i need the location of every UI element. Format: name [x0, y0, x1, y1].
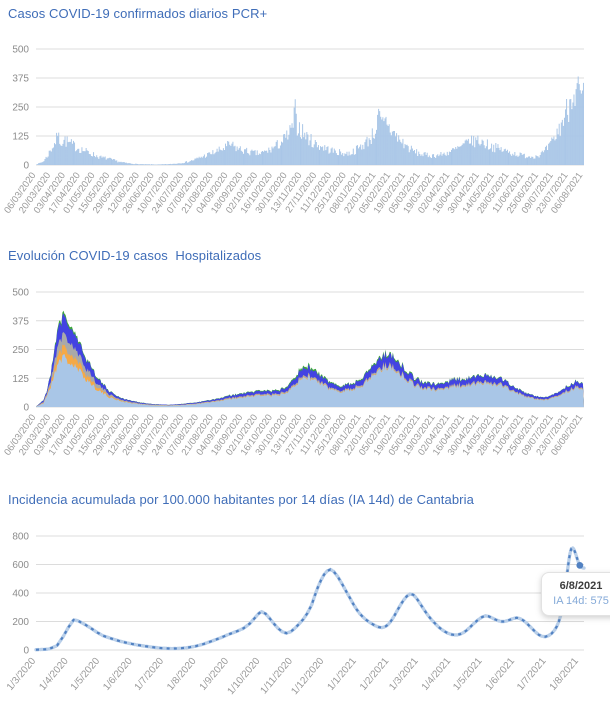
x-tick-label: 1/2/2021 [358, 656, 392, 693]
y-tick-label: 375 [12, 316, 29, 327]
x-tick-label: 1/6/2021 [484, 656, 518, 693]
chart2-title: Evolución COVID-19 casos Hospitalizados [8, 248, 262, 263]
y-tick-label: 800 [12, 532, 29, 543]
x-tick-label: 1/7/2020 [133, 656, 167, 693]
x-tick-label: 1/8/2021 [548, 656, 582, 693]
x-tick-label: 1/12/2020 [289, 656, 326, 697]
x-tick-label: 1/1/2021 [325, 656, 359, 693]
x-tick-label: 1/5/2020 [69, 656, 103, 693]
tooltip-value: IA 14d: 575 [553, 595, 609, 607]
ia14d-highlight-dot[interactable] [576, 561, 584, 569]
chart3-tooltip: 6/8/2021 IA 14d: 575 [541, 572, 610, 616]
x-tick-label: 1/9/2020 [198, 656, 232, 693]
y-tick-label: 0 [23, 161, 29, 172]
y-tick-label: 250 [12, 103, 29, 114]
chart3-title: Incidencia acumulada por 100.000 habitan… [8, 492, 474, 507]
ia14d-line-light [34, 545, 586, 652]
x-tick-label: 1/3/2021 [387, 656, 421, 693]
y-tick-label: 375 [12, 74, 29, 85]
y-tick-label: 250 [12, 345, 29, 356]
y-tick-label: 0 [23, 403, 29, 414]
chart2-canvas-hospitalized-stacked-area[interactable]: 500375250125006/03/202020/03/202003/04/2… [0, 272, 610, 487]
y-tick-label: 200 [12, 617, 29, 628]
x-tick-label: 1/8/2020 [165, 656, 199, 693]
area-series-1-lightblue [36, 354, 584, 407]
ia14d-line-dark [35, 546, 585, 651]
x-tick-label: 1/10/2020 [225, 656, 262, 697]
x-tick-label: 1/3/2020 [5, 656, 39, 693]
chart1-title: Casos COVID-19 confirmados diarios PCR+ [8, 6, 268, 21]
y-tick-label: 400 [12, 589, 29, 600]
pcr-bars-series [36, 76, 584, 165]
y-tick-label: 600 [12, 560, 29, 571]
x-tick-label: 1/7/2021 [515, 656, 549, 693]
x-tick-label: 1/4/2021 [420, 656, 454, 693]
y-tick-label: 125 [12, 132, 29, 143]
tooltip-date: 6/8/2021 [559, 580, 603, 592]
area-series-4-blue [36, 313, 584, 407]
x-tick-label: 1/6/2020 [101, 656, 135, 693]
x-tick-label: 1/5/2021 [451, 656, 485, 693]
x-tick-label: 1/4/2020 [37, 656, 71, 693]
y-tick-label: 125 [12, 374, 29, 385]
y-tick-label: 500 [12, 288, 29, 299]
y-tick-label: 500 [12, 45, 29, 56]
chart1-canvas-pcr-daily-bars[interactable]: 500375250125006/03/202020/03/202003/04/2… [0, 30, 610, 245]
y-tick-label: 0 [23, 646, 29, 657]
